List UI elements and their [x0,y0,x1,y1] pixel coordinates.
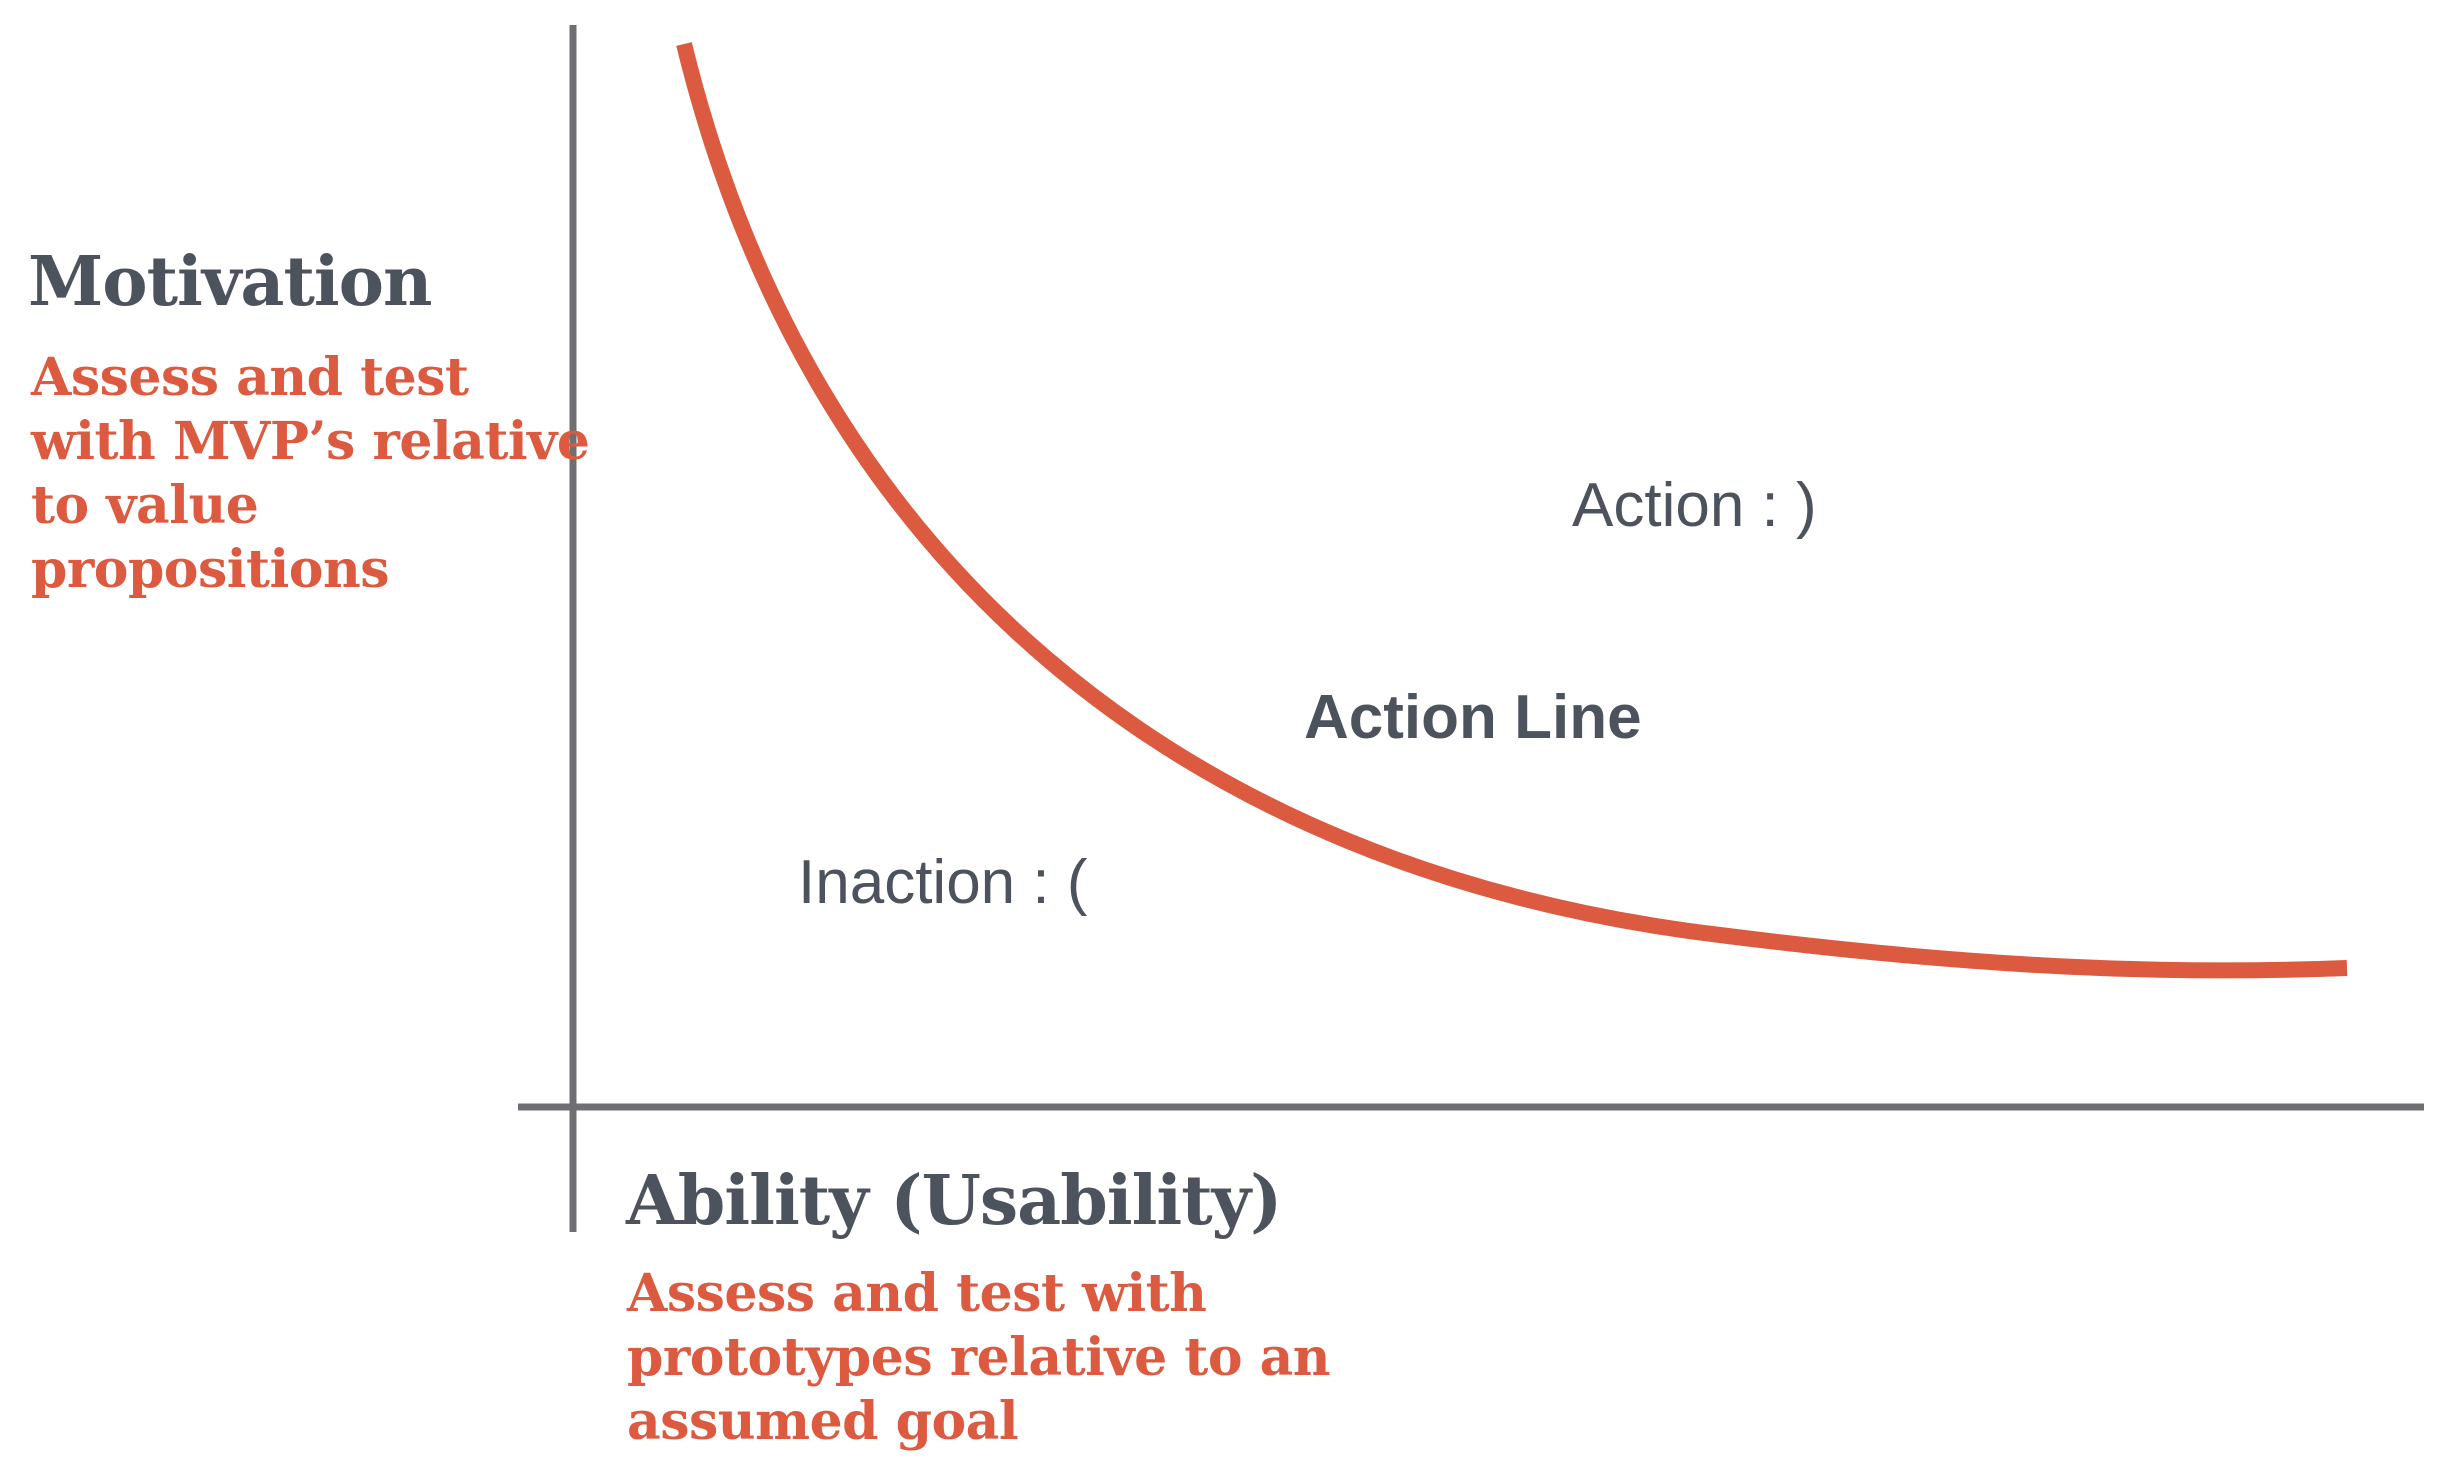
action-line-curve [676,42,2348,979]
y-axis-subtitle-line: propositions [31,539,390,600]
x-axis-title: Ability (Usability) [626,1161,1282,1241]
inaction-region-label: Inaction : ( [798,848,1088,917]
y-axis-subtitle-line: Assess and test [31,347,469,408]
y-axis-subtitle: Assess and test with MVP’s relative to v… [31,346,590,602]
y-axis-subtitle-line: to value [31,475,259,536]
x-axis-subtitle: Assess and test with prototypes relative… [627,1262,1331,1454]
action-region-label: Action : ) [1572,471,1817,540]
action-line-label: Action Line [1304,683,1642,752]
y-axis-title: Motivation [28,242,432,322]
x-axis-subtitle-line: assumed goal [627,1391,1019,1452]
x-axis-subtitle-line: Assess and test with [627,1263,1207,1324]
x-axis-subtitle-line: prototypes relative to an [627,1327,1331,1388]
y-axis-subtitle-line: with MVP’s relative [31,411,590,472]
